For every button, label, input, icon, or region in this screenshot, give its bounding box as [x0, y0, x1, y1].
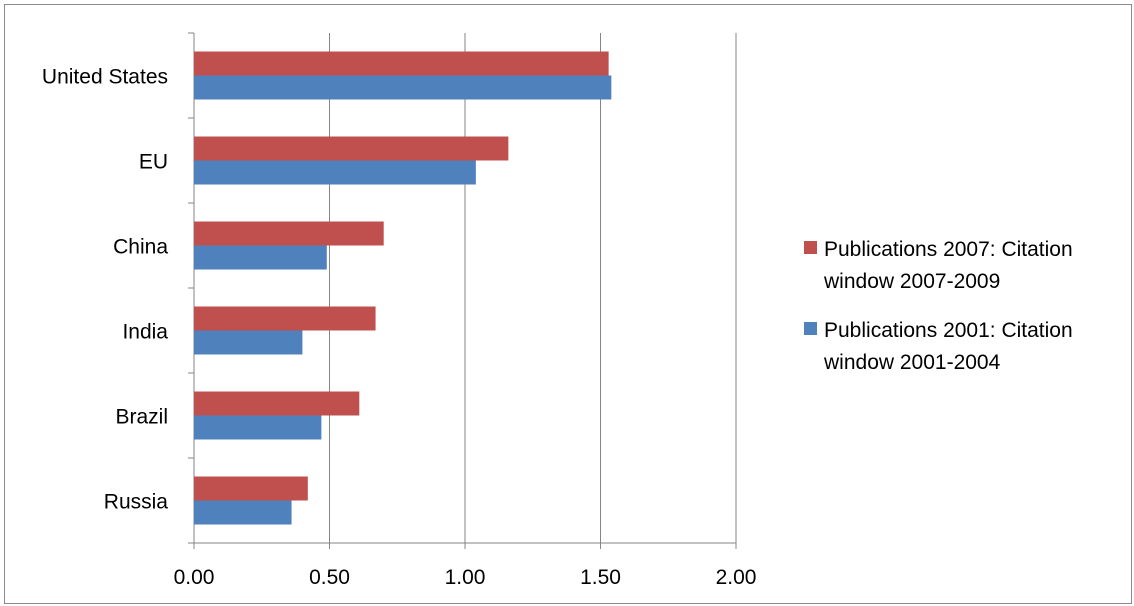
category-label: Brazil: [115, 406, 168, 429]
category-label: Russia: [104, 491, 169, 514]
chart-frame: [4, 4, 1132, 604]
category-label: United States: [42, 66, 168, 89]
legend-swatch: [804, 322, 817, 335]
bars: [194, 51, 612, 525]
tick-labels: 0.00 0.50 1.00 1.50 2.00 United States EU China…: [42, 66, 757, 590]
x-tick-label: 1.00: [445, 566, 486, 589]
category-label: China: [113, 236, 168, 259]
x-tick-label: 2.00: [716, 566, 757, 589]
legend-swatch: [804, 241, 817, 254]
bar: [194, 330, 303, 355]
bar: [194, 306, 376, 331]
legend-label: window 2007-2009: [823, 270, 1000, 293]
legend-label: window 2001-2004: [823, 351, 1001, 374]
legend-label: Publications 2001: Citation: [824, 319, 1073, 342]
bar: [194, 75, 612, 100]
legend: Publications 2007: Citation window 2007-2…: [804, 238, 1073, 374]
bar: [194, 476, 308, 501]
bar: [194, 391, 360, 416]
category-label: EU: [139, 151, 168, 174]
bar: [194, 415, 322, 440]
bar: [194, 221, 384, 246]
bar: [194, 245, 327, 270]
bar: [194, 51, 609, 76]
axes: [188, 32, 737, 549]
legend-label: Publications 2007: Citation: [824, 238, 1073, 261]
category-label: India: [122, 321, 168, 344]
bar: [194, 500, 292, 525]
x-tick-label: 1.50: [580, 566, 621, 589]
x-tick-label: 0.50: [309, 566, 350, 589]
bar: [194, 136, 509, 161]
x-tick-label: 0.00: [174, 566, 215, 589]
bar: [194, 160, 476, 185]
gridlines: [329, 33, 737, 543]
